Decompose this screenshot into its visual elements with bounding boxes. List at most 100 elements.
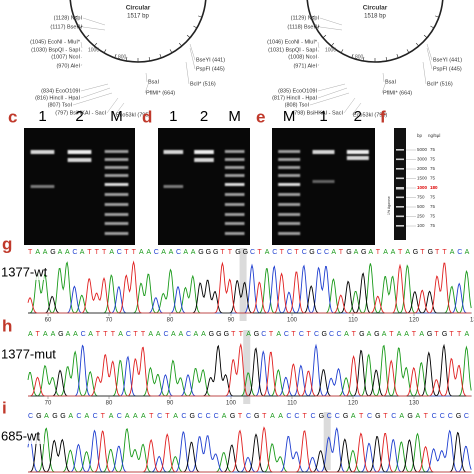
site-label: (1117) BseRI [50, 24, 82, 30]
gel-band [278, 174, 301, 177]
ladder-band [396, 187, 404, 190]
gel-band [104, 213, 129, 216]
panel-letter: c [8, 107, 17, 126]
sample-name: 685-wt [1, 428, 40, 443]
ring-tick [159, 54, 162, 59]
leader-line [426, 47, 433, 70]
site-label: BseYI (441) [196, 57, 225, 63]
ladder-bp: 250 [417, 214, 425, 219]
gel-band [224, 193, 245, 196]
lane-label: M [110, 108, 123, 125]
ring-tick [310, 15, 315, 18]
ladder-band [396, 225, 404, 227]
ring-tick [73, 15, 78, 18]
gel-band [194, 158, 214, 162]
plasmid-map: Circular 1517 bp 1000 800 (1128) NspI (1117) … [30, 0, 225, 118]
ring-tick [331, 42, 335, 47]
leader-line [82, 17, 106, 26]
leader-line [72, 92, 113, 106]
site-label: (1030) BspQI - SapI [31, 47, 80, 53]
leader-line [319, 26, 343, 31]
site-label: (798) BsiHKAI - SacI [292, 110, 343, 116]
site-label: (835) EcoO109I [278, 88, 317, 94]
gel-band [278, 222, 301, 225]
site-label: PflMI* (664) [146, 90, 175, 96]
gel-band [278, 183, 301, 186]
panel-letter: f [380, 107, 386, 126]
leader-line [114, 102, 125, 116]
gel-band [224, 213, 245, 216]
ladder-ng: 75 [430, 214, 436, 219]
position-label: 60 [45, 318, 52, 324]
leader-line [317, 87, 348, 99]
ladder-ng: 180 [430, 185, 438, 190]
ladder-bp: 1000 [417, 185, 428, 190]
leader-line [351, 102, 362, 116]
gel-band [104, 174, 129, 177]
gel-band [163, 150, 184, 154]
leader-line [80, 63, 83, 67]
ladder-band [396, 149, 404, 151]
site-label: (1128) NspI [54, 15, 83, 21]
site-label: (1045) EcoNI - MluI* [30, 39, 81, 45]
ring-tick [178, 42, 182, 47]
site-label: (1129) NspI [291, 15, 320, 21]
ladder-band [396, 168, 404, 170]
site-label: PspFI (445) [196, 66, 225, 72]
site-label: (971) AleI [293, 63, 317, 69]
gel-band [278, 193, 301, 196]
ladder-ng: 75 [430, 204, 436, 209]
gel-band [104, 232, 129, 235]
site-label: (1008) NcoI [288, 54, 317, 60]
ladder-bp: 500 [417, 204, 425, 209]
site-label: BclI* (516) [427, 81, 453, 87]
gel-band [104, 166, 129, 169]
lane-label: 1 [38, 108, 46, 125]
ring-tick-label: 800 [118, 54, 127, 60]
leader-line [80, 41, 83, 49]
lane-label: M [283, 108, 296, 125]
ring-tick [322, 34, 327, 38]
leader-line [317, 56, 320, 59]
ladder-bp: 750 [417, 195, 425, 200]
site-label: BsaI [148, 79, 159, 85]
gel-band [194, 150, 214, 154]
leader-line [317, 41, 320, 49]
position-label: 130 [470, 318, 474, 324]
leader-line [106, 97, 119, 114]
site-label: (834) EcoO109I [41, 88, 80, 94]
gel-band [278, 232, 301, 235]
panel-letter: h [2, 316, 12, 335]
lane-label: 2 [75, 108, 83, 125]
gel-band [104, 158, 129, 161]
ladder-bp: 5000 [417, 147, 428, 152]
ring-tick [125, 56, 128, 62]
gel-band [67, 150, 92, 154]
ring-tick-label: 1000 [325, 47, 336, 53]
lane-label: M [228, 108, 241, 125]
agarose-note: 1% Agarose [387, 196, 391, 215]
ladder-band [396, 158, 404, 161]
ring-tick [186, 34, 191, 38]
site-label: (1118) BseRI [287, 24, 319, 30]
ring-tick [351, 54, 354, 59]
leader-line [80, 83, 109, 92]
ladder-header: ng/5µl [428, 133, 440, 138]
ladder-ng: 75 [430, 176, 436, 181]
ring-tick [430, 25, 435, 29]
position-label: 130 [409, 401, 420, 407]
ring-tick [193, 25, 198, 29]
site-label: PflMI* (664) [383, 90, 412, 96]
panel-letter: i [2, 398, 7, 417]
site-label: (816) HincII - HpaI [35, 95, 80, 101]
site-label: (970) AleI [56, 63, 80, 69]
ring-tick [169, 49, 173, 54]
ring-tick [415, 42, 419, 47]
ladder-header: bp [417, 133, 423, 138]
ring-tick [103, 49, 107, 54]
site-label: Eco53kI (796) [353, 112, 387, 118]
ring-tick [198, 15, 203, 18]
lane-label: 1 [319, 108, 327, 125]
trace-g [28, 431, 472, 473]
position-label: 120 [348, 401, 359, 407]
